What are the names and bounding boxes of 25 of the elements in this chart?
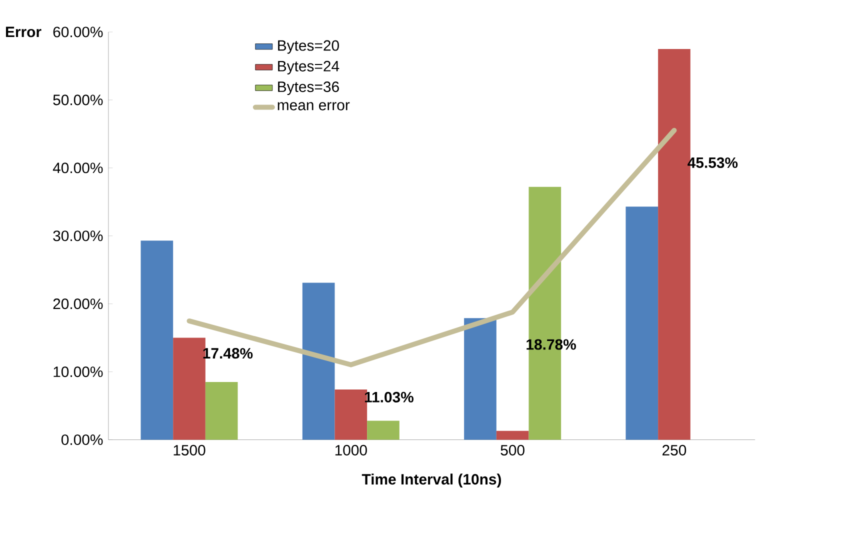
- y-tick-label: 10.00%: [54, 366, 103, 378]
- y-tick-label: 20.00%: [53, 298, 103, 310]
- x-tick-label: 500: [500, 445, 524, 456]
- y-axis-title: Error: [6, 26, 42, 38]
- x-axis-title: Time Interval (10ns): [362, 474, 501, 488]
- line-series: [186, 128, 677, 368]
- y-tick-label: 50.00%: [53, 94, 103, 106]
- bar: [302, 282, 335, 440]
- y-tick-label: 40.00%: [52, 162, 103, 174]
- y-tick-label: 30.00%: [53, 230, 103, 242]
- x-tick-label: 1000: [335, 445, 367, 456]
- y-tick-label: 0.00%: [61, 434, 103, 446]
- legend-label: Bytes=36: [278, 82, 339, 96]
- bar: [626, 206, 658, 440]
- x-tick-label: 1500: [174, 445, 206, 456]
- bar: [464, 318, 496, 440]
- y-tick-label: 60.00%: [53, 26, 103, 38]
- legend-label: mean error: [278, 102, 350, 110]
- bar: [140, 240, 174, 440]
- x-tick-label: 250: [662, 445, 686, 456]
- bar: [496, 431, 529, 440]
- bar: [205, 382, 238, 440]
- legend-label: Bytes=20: [278, 40, 339, 54]
- bar: [367, 420, 400, 440]
- legend-label: Bytes=24: [278, 61, 340, 75]
